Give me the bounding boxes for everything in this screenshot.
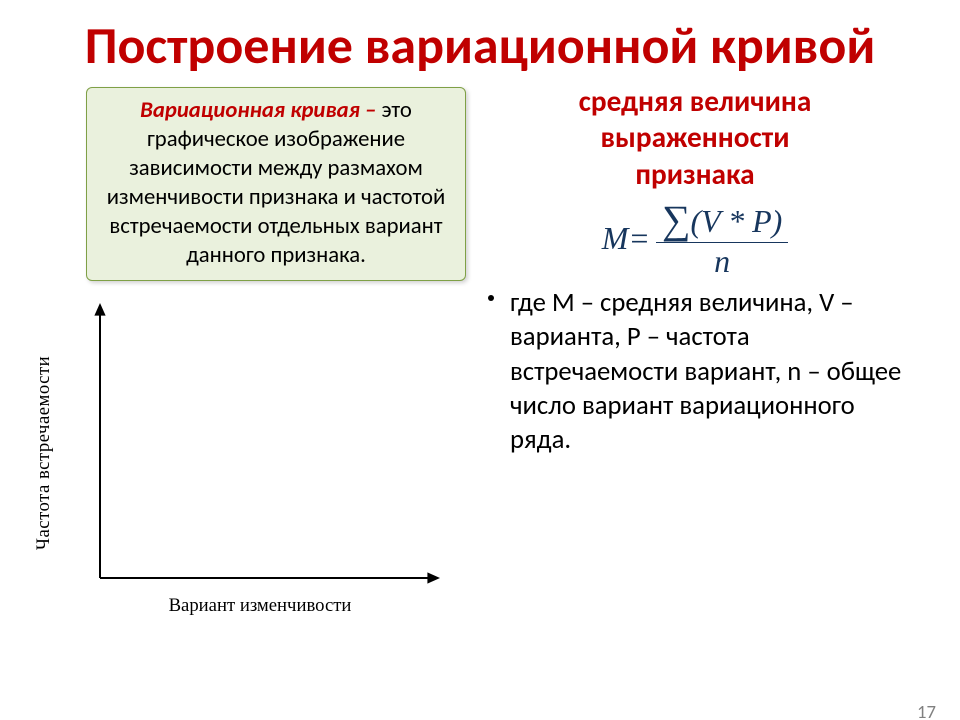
formula-eq: = [628,220,650,257]
subheading-line3: признака [635,156,754,192]
formula-fraction: ∑(V * P) n [656,196,788,280]
definition-box: Вариационная кривая – это графическое из… [86,87,466,281]
formula: M= ∑(V * P) n [480,196,910,280]
formula-numerator: ∑(V * P) [656,196,788,242]
y-axis-arrow [94,303,105,316]
subheading: средняя величина выраженности признака [480,83,910,193]
formula-denominator: n [708,243,736,280]
axes-svg [50,293,470,613]
definition-term: Вариационная кривая – [140,96,381,124]
content-row: Вариационная кривая – это графическое из… [0,81,960,613]
page-number: 17 [917,701,936,720]
x-axis-label: Вариант изменчивости [169,595,352,617]
slide-title: Построение вариационной кривой [40,18,920,73]
sigma-symbol: ∑ [662,197,691,242]
explanation-text: где М – средняя величина, V – варианта, … [510,287,901,456]
explanation: где М – средняя величина, V – варианта, … [480,286,910,457]
formula-lhs: M [602,220,629,257]
x-axis-arrow [427,572,440,583]
left-column: Вариационная кривая – это графическое из… [0,81,480,613]
y-axis-label: Частота встречаемости [33,356,55,550]
subheading-line2: выраженности [601,119,790,155]
bullet-icon [488,295,494,301]
chart-area: Частота встречаемости Вариант изменчивос… [50,293,470,613]
formula-numerator-rest: (V * P) [690,203,782,239]
right-column: средняя величина выраженности признака M… [480,81,940,457]
subheading-line1: средняя величина [579,83,812,119]
